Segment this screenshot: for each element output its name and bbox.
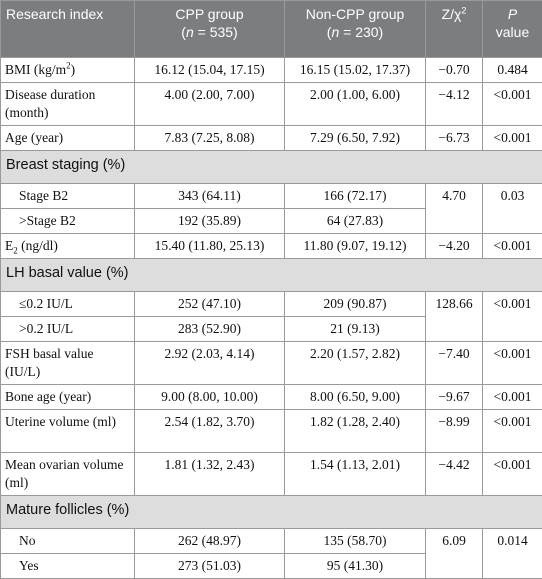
z-value: −6.73 — [426, 126, 483, 151]
header-research-index: Research index — [1, 1, 135, 58]
cpp-value: 192 (35.89) — [135, 209, 285, 234]
cpp-value: 262 (48.97) — [135, 529, 285, 554]
table-row: Stage B2 343 (64.11) 166 (72.17) 4.70 0.… — [1, 184, 542, 209]
cpp-value: 283 (52.90) — [135, 317, 285, 342]
row-label: E2 (ng/dl) — [1, 234, 135, 259]
row-label: Bone age (year) — [1, 385, 135, 410]
cpp-value: 16.12 (15.04, 17.15) — [135, 58, 285, 83]
z-value: 128.66 — [426, 292, 483, 342]
row-label: >Stage B2 — [1, 209, 135, 234]
header-row: Research index CPP group(n = 535) Non-CP… — [1, 1, 542, 58]
p-value: <0.001 — [483, 292, 542, 342]
non-cpp-value: 135 (58.70) — [285, 529, 426, 554]
table-row: E2 (ng/dl) 15.40 (11.80, 25.13) 11.80 (9… — [1, 234, 542, 259]
non-cpp-value: 2.20 (1.57, 2.82) — [285, 342, 426, 385]
z-value: 4.70 — [426, 184, 483, 234]
p-value: <0.001 — [483, 410, 542, 453]
header-cpp-group: CPP group(n = 535) — [135, 1, 285, 58]
header-z-chi2: Z/χ2 — [426, 1, 483, 58]
z-value: −8.99 — [426, 410, 483, 453]
p-value: <0.001 — [483, 234, 542, 259]
table-row: Age (year) 7.83 (7.25, 8.08) 7.29 (6.50,… — [1, 126, 542, 151]
section-title-mature-follicles: Mature follicles (%) — [1, 496, 542, 529]
non-cpp-value: 1.54 (1.13, 2.01) — [285, 453, 426, 496]
p-value: <0.001 — [483, 126, 542, 151]
non-cpp-value: 95 (41.30) — [285, 554, 426, 579]
section-title-breast-staging: Breast staging (%) — [1, 151, 542, 184]
non-cpp-value: 64 (27.83) — [285, 209, 426, 234]
table-row: ≤0.2 IU/L 252 (47.10) 209 (90.87) 128.66… — [1, 292, 542, 317]
non-cpp-value: 166 (72.17) — [285, 184, 426, 209]
non-cpp-value: 209 (90.87) — [285, 292, 426, 317]
p-value: 0.014 — [483, 529, 542, 579]
cpp-value: 252 (47.10) — [135, 292, 285, 317]
p-value: <0.001 — [483, 83, 542, 126]
row-label: Stage B2 — [1, 184, 135, 209]
non-cpp-value: 21 (9.13) — [285, 317, 426, 342]
header-non-cpp-group: Non-CPP group(n = 230) — [285, 1, 426, 58]
cpp-value: 273 (51.03) — [135, 554, 285, 579]
row-label: >0.2 IU/L — [1, 317, 135, 342]
cpp-value: 2.54 (1.82, 3.70) — [135, 410, 285, 453]
row-label: No — [1, 529, 135, 554]
table-row: FSH basal value (IU/L) 2.92 (2.03, 4.14)… — [1, 342, 542, 385]
z-value: −4.20 — [426, 234, 483, 259]
row-label: BMI (kg/m2) — [1, 58, 135, 83]
non-cpp-value: 1.82 (1.28, 2.40) — [285, 410, 426, 453]
z-value: −4.42 — [426, 453, 483, 496]
table-row: Uterine volume (ml) 2.54 (1.82, 3.70) 1.… — [1, 410, 542, 453]
z-value: −4.12 — [426, 83, 483, 126]
section-row: Mature follicles (%) — [1, 496, 542, 529]
cpp-value: 15.40 (11.80, 25.13) — [135, 234, 285, 259]
p-value: 0.484 — [483, 58, 542, 83]
row-label: Yes — [1, 554, 135, 579]
non-cpp-value: 2.00 (1.00, 6.00) — [285, 83, 426, 126]
table-row: Disease duration (month) 4.00 (2.00, 7.0… — [1, 83, 542, 126]
row-label: Uterine volume (ml) — [1, 410, 135, 453]
section-row: LH basal value (%) — [1, 259, 542, 292]
cpp-value: 1.81 (1.32, 2.43) — [135, 453, 285, 496]
non-cpp-value: 7.29 (6.50, 7.92) — [285, 126, 426, 151]
row-label: Disease duration (month) — [1, 83, 135, 126]
row-label: Age (year) — [1, 126, 135, 151]
non-cpp-value: 11.80 (9.07, 19.12) — [285, 234, 426, 259]
p-value: <0.001 — [483, 342, 542, 385]
z-value: −9.67 — [426, 385, 483, 410]
row-label: FSH basal value (IU/L) — [1, 342, 135, 385]
p-value: 0.03 — [483, 184, 542, 234]
cpp-value: 7.83 (7.25, 8.08) — [135, 126, 285, 151]
p-value: <0.001 — [483, 385, 542, 410]
section-title-lh-basal: LH basal value (%) — [1, 259, 542, 292]
cpp-value: 2.92 (2.03, 4.14) — [135, 342, 285, 385]
row-label: ≤0.2 IU/L — [1, 292, 135, 317]
cpp-value: 343 (64.11) — [135, 184, 285, 209]
table-row: Bone age (year) 9.00 (8.00, 10.00) 8.00 … — [1, 385, 542, 410]
cpp-value: 4.00 (2.00, 7.00) — [135, 83, 285, 126]
section-row: Breast staging (%) — [1, 151, 542, 184]
z-value: 6.09 — [426, 529, 483, 579]
p-value: <0.001 — [483, 453, 542, 496]
table-row: BMI (kg/m2) 16.12 (15.04, 17.15) 16.15 (… — [1, 58, 542, 83]
z-value: −0.70 — [426, 58, 483, 83]
table-row: No 262 (48.97) 135 (58.70) 6.09 0.014 — [1, 529, 542, 554]
row-label: Mean ovarian volume (ml) — [1, 453, 135, 496]
cpp-value: 9.00 (8.00, 10.00) — [135, 385, 285, 410]
table-row: Mean ovarian volume (ml) 1.81 (1.32, 2.4… — [1, 453, 542, 496]
non-cpp-value: 16.15 (15.02, 17.37) — [285, 58, 426, 83]
z-value: −7.40 — [426, 342, 483, 385]
non-cpp-value: 8.00 (6.50, 9.00) — [285, 385, 426, 410]
